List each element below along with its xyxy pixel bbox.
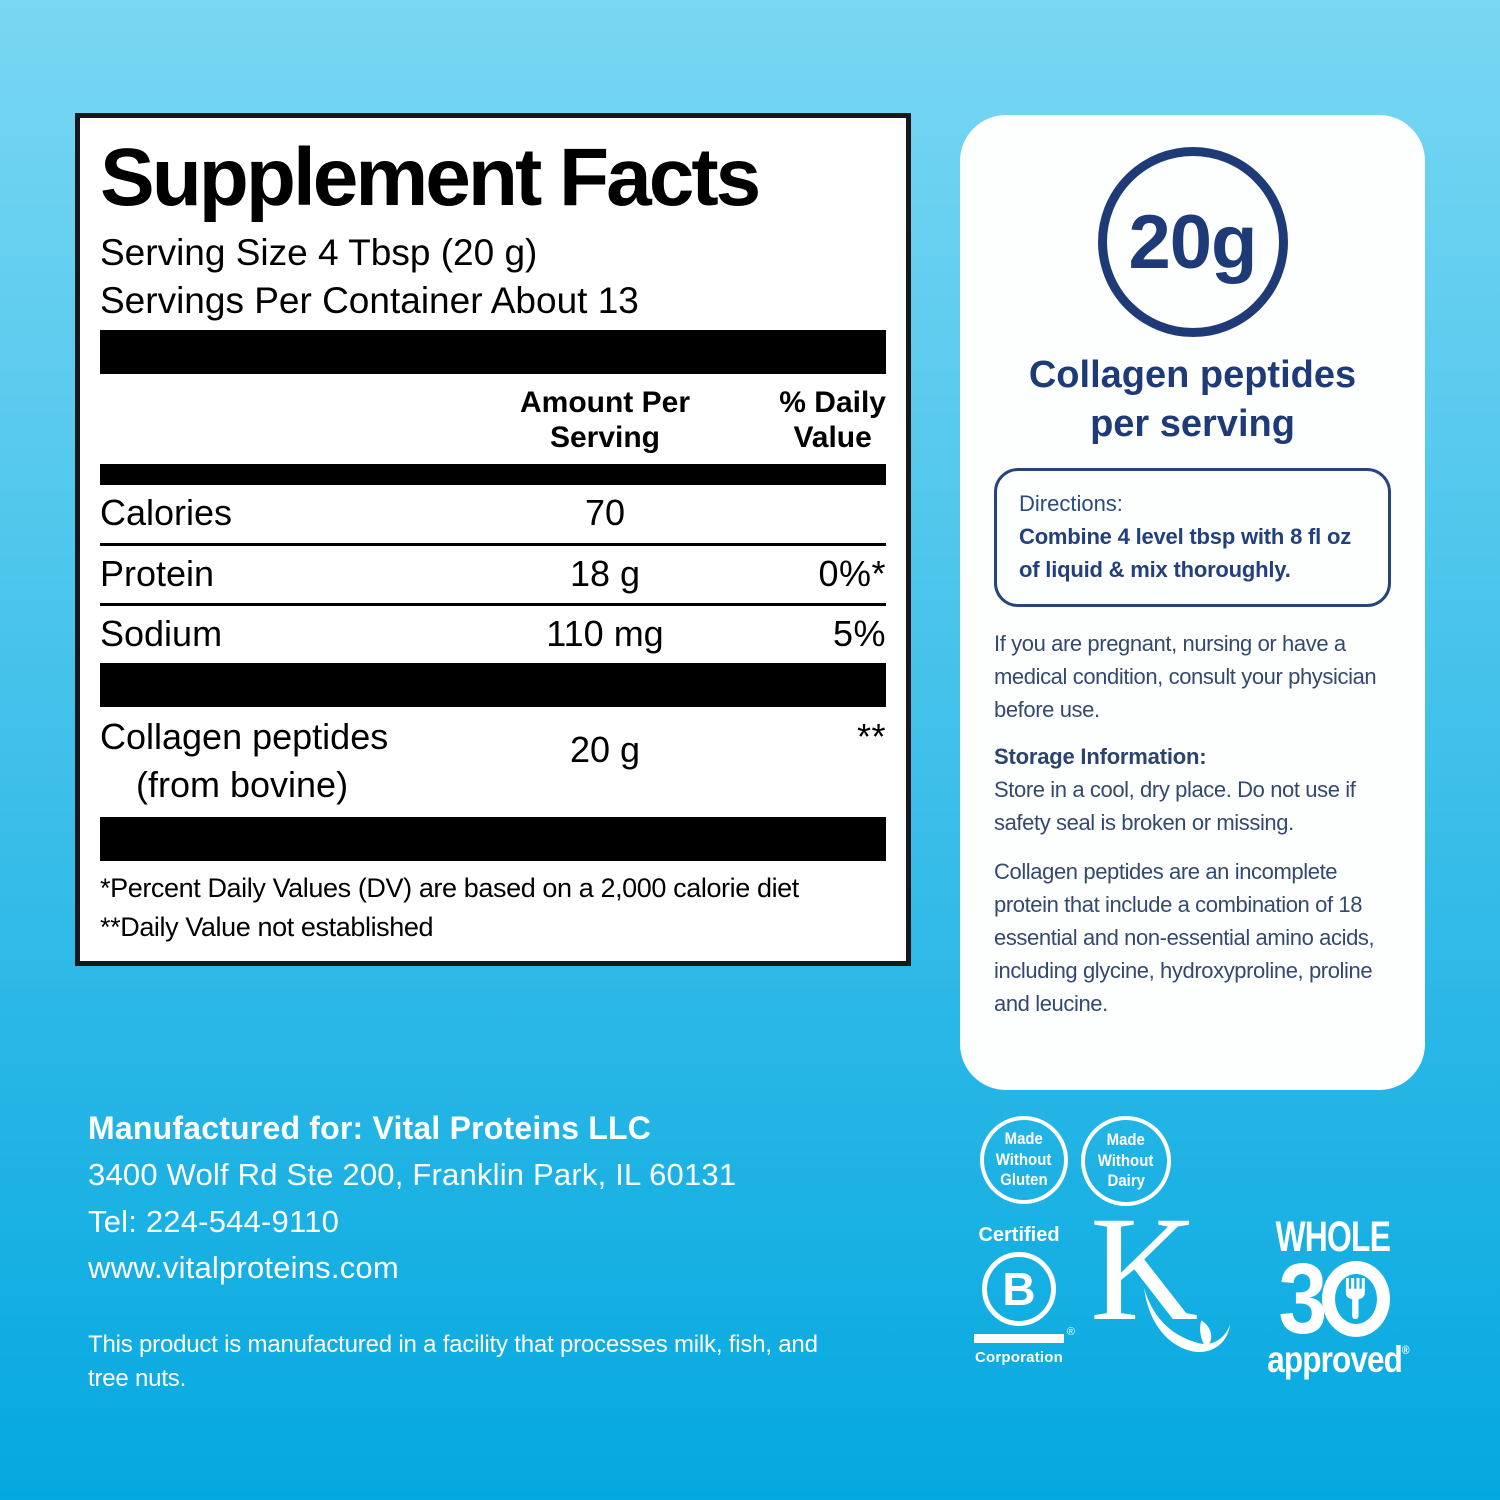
info-panel: 20g Collagen peptides per serving Direct… bbox=[960, 115, 1425, 1090]
directions-label: Directions: bbox=[1019, 490, 1123, 516]
nutrient-row-sodium: Sodium 110 mg 5% bbox=[100, 612, 886, 654]
footnote-not-established: **Daily Value not established bbox=[100, 911, 434, 942]
divider-bar-thick-bottom bbox=[100, 817, 886, 862]
divider-bar-thick-top bbox=[100, 329, 886, 374]
manufactured-for: Manufactured for: Vital Proteins LLC bbox=[88, 1110, 652, 1146]
registered-mark: ® bbox=[1066, 1326, 1075, 1338]
footnote-daily-values: *Percent Daily Values (DV) are based on … bbox=[100, 873, 799, 904]
footnotes: *Percent Daily Values (DV) are based on … bbox=[100, 869, 886, 946]
kosher-check-logo: K bbox=[1090, 1194, 1238, 1376]
row-separator bbox=[100, 542, 886, 546]
nutrient-row-calories: Calories 70 bbox=[100, 492, 626, 534]
directions-text: Combine 4 level tbsp with 8 fl oz of liq… bbox=[1019, 523, 1352, 582]
made-without-gluten-badge: Made Without Gluten bbox=[980, 1116, 1068, 1204]
divider-bar-header bbox=[100, 464, 886, 486]
certified-b-corporation-logo: Certified B ® Corporation bbox=[974, 1224, 1075, 1366]
facts-title: Supplement Facts bbox=[100, 132, 761, 223]
directions-box: Directions: Combine 4 level tbsp with 8 … bbox=[994, 467, 1391, 607]
header-amount-per-serving: Amount Per Serving bbox=[519, 385, 690, 454]
storage-label: Storage Information: bbox=[994, 743, 1207, 769]
fork-icon bbox=[1346, 1278, 1366, 1320]
nutrient-row-collagen-peptides: Collagen peptides (from bovine) 20 g ** bbox=[100, 715, 886, 806]
collagen-amount-circle: 20g bbox=[1097, 147, 1288, 337]
pregnancy-warning: If you are pregnant, nursing or have a m… bbox=[994, 630, 1377, 722]
facility-notice: This product is manufactured in a facili… bbox=[88, 1330, 818, 1393]
storage-text: Store in a cool, dry place. Do not use i… bbox=[994, 776, 1356, 835]
collagen-amount-value: 20g bbox=[1128, 199, 1258, 285]
supplement-facts-panel: Supplement Facts Serving Size 4 Tbsp (20… bbox=[75, 113, 911, 966]
header-percent-daily-value: % Daily Value bbox=[779, 385, 886, 454]
nutrient-row-protein: Protein 18 g 0%* bbox=[100, 552, 886, 594]
row-separator bbox=[100, 602, 886, 606]
kosher-k-letter: K bbox=[1090, 1186, 1199, 1352]
facts-header-row: Amount Per Serving % Daily Value bbox=[100, 374, 886, 465]
address: 3400 Wolf Rd Ste 200, Franklin Park, IL … bbox=[88, 1157, 737, 1192]
kosher-swoosh-icon bbox=[1144, 1287, 1231, 1353]
website: www.vitalproteins.com bbox=[88, 1250, 399, 1285]
divider-bar-thick-mid bbox=[100, 662, 886, 707]
manufacturer-info: Manufactured for: Vital Proteins LLC 340… bbox=[88, 1104, 853, 1397]
registered-mark: ® bbox=[1402, 1343, 1410, 1357]
b-corp-circle-icon: B bbox=[982, 1252, 1056, 1326]
serving-size: Serving Size 4 Tbsp (20 g) bbox=[100, 231, 538, 273]
made-without-dairy-badge: Made Without Dairy bbox=[1081, 1116, 1171, 1206]
whole30-approved-logo: WHOLE 3 approved® bbox=[1267, 1213, 1410, 1380]
b-corp-underline bbox=[974, 1334, 1064, 1343]
whole30-zero-ring bbox=[1322, 1261, 1391, 1337]
servings-per-container: Servings Per Container About 13 bbox=[100, 279, 639, 321]
collagen-description: Collagen peptides are an incomplete prot… bbox=[994, 858, 1375, 1016]
phone: Tel: 224-544-9110 bbox=[88, 1203, 340, 1239]
info-heading: Collagen peptides per serving bbox=[1028, 354, 1357, 446]
